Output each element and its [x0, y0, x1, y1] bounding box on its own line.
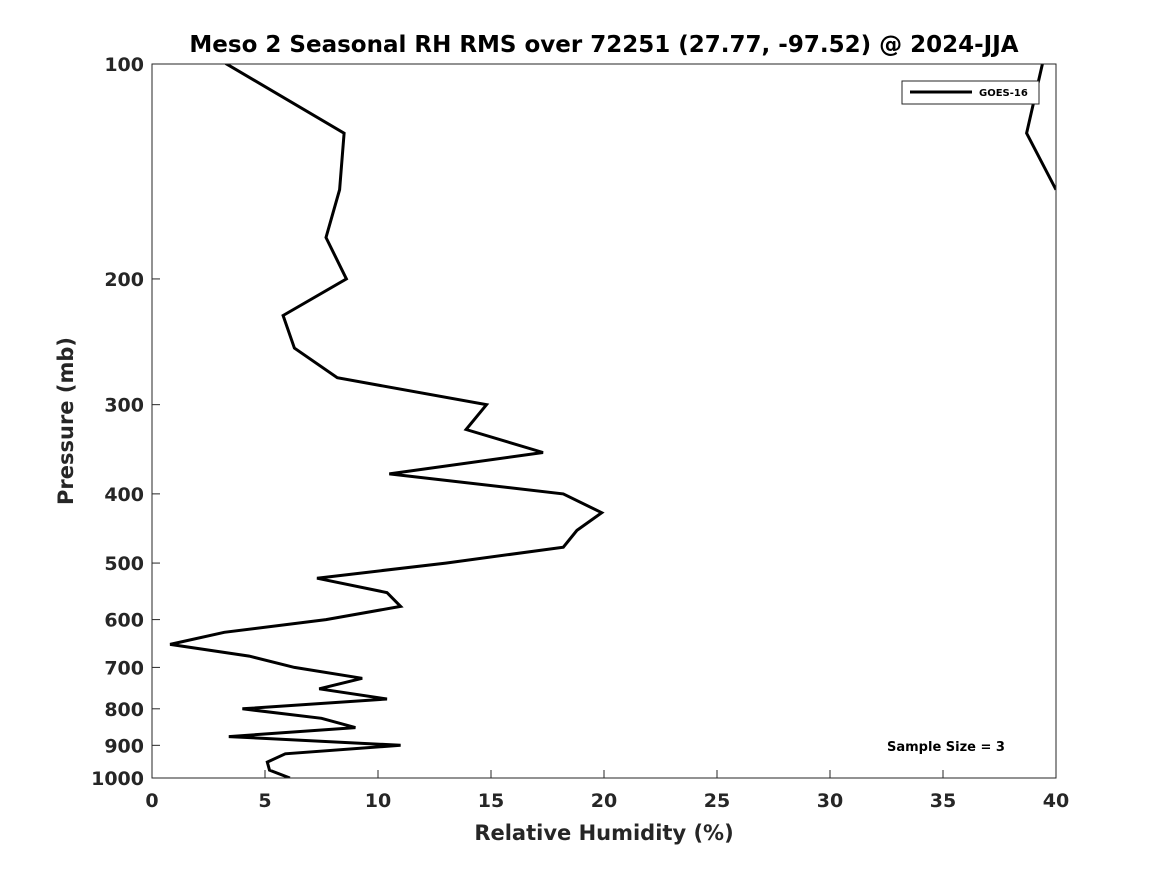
y-tick-label: 500: [104, 553, 144, 575]
y-tick-label: 400: [104, 484, 144, 506]
x-tick-label: 30: [817, 790, 843, 812]
legend: GOES-16: [901, 80, 1040, 105]
x-tick-label: 0: [145, 790, 158, 812]
legend-label: GOES-16: [979, 88, 1028, 99]
y-tick-label: 300: [104, 395, 144, 417]
x-tick-label: 20: [591, 790, 617, 812]
x-tick-label: 10: [365, 790, 391, 812]
y-axis: 100 200 300 400 500 600 700 800 900 1000: [91, 54, 160, 790]
y-tick-label: 600: [104, 610, 144, 632]
y-axis-label: Pressure (mb): [54, 337, 78, 505]
series-line-goes-16: [169, 64, 605, 778]
y-tick-label: 100: [104, 54, 144, 76]
y-tick-label: 800: [104, 699, 144, 721]
x-tick-label: 5: [258, 790, 271, 812]
sample-size-annotation: Sample Size = 3: [887, 740, 1005, 755]
plot-frame: [151, 63, 1057, 779]
x-tick-label: 25: [704, 790, 730, 812]
y-tick-label: 1000: [91, 768, 144, 790]
x-tick-label: 40: [1043, 790, 1069, 812]
series-layer: [169, 64, 1056, 778]
y-tick-label: 700: [104, 657, 144, 679]
x-axis: 0 5 10 15 20 25 30 35 40: [145, 770, 1069, 812]
y-tick-label: 900: [104, 735, 144, 757]
plot-area: [151, 63, 1057, 779]
x-tick-label: 15: [478, 790, 504, 812]
chart-title: Meso 2 Seasonal RH RMS over 72251 (27.77…: [189, 32, 1018, 58]
x-tick-label: 35: [930, 790, 956, 812]
x-axis-label: Relative Humidity (%): [474, 821, 733, 845]
y-tick-label: 200: [104, 269, 144, 291]
